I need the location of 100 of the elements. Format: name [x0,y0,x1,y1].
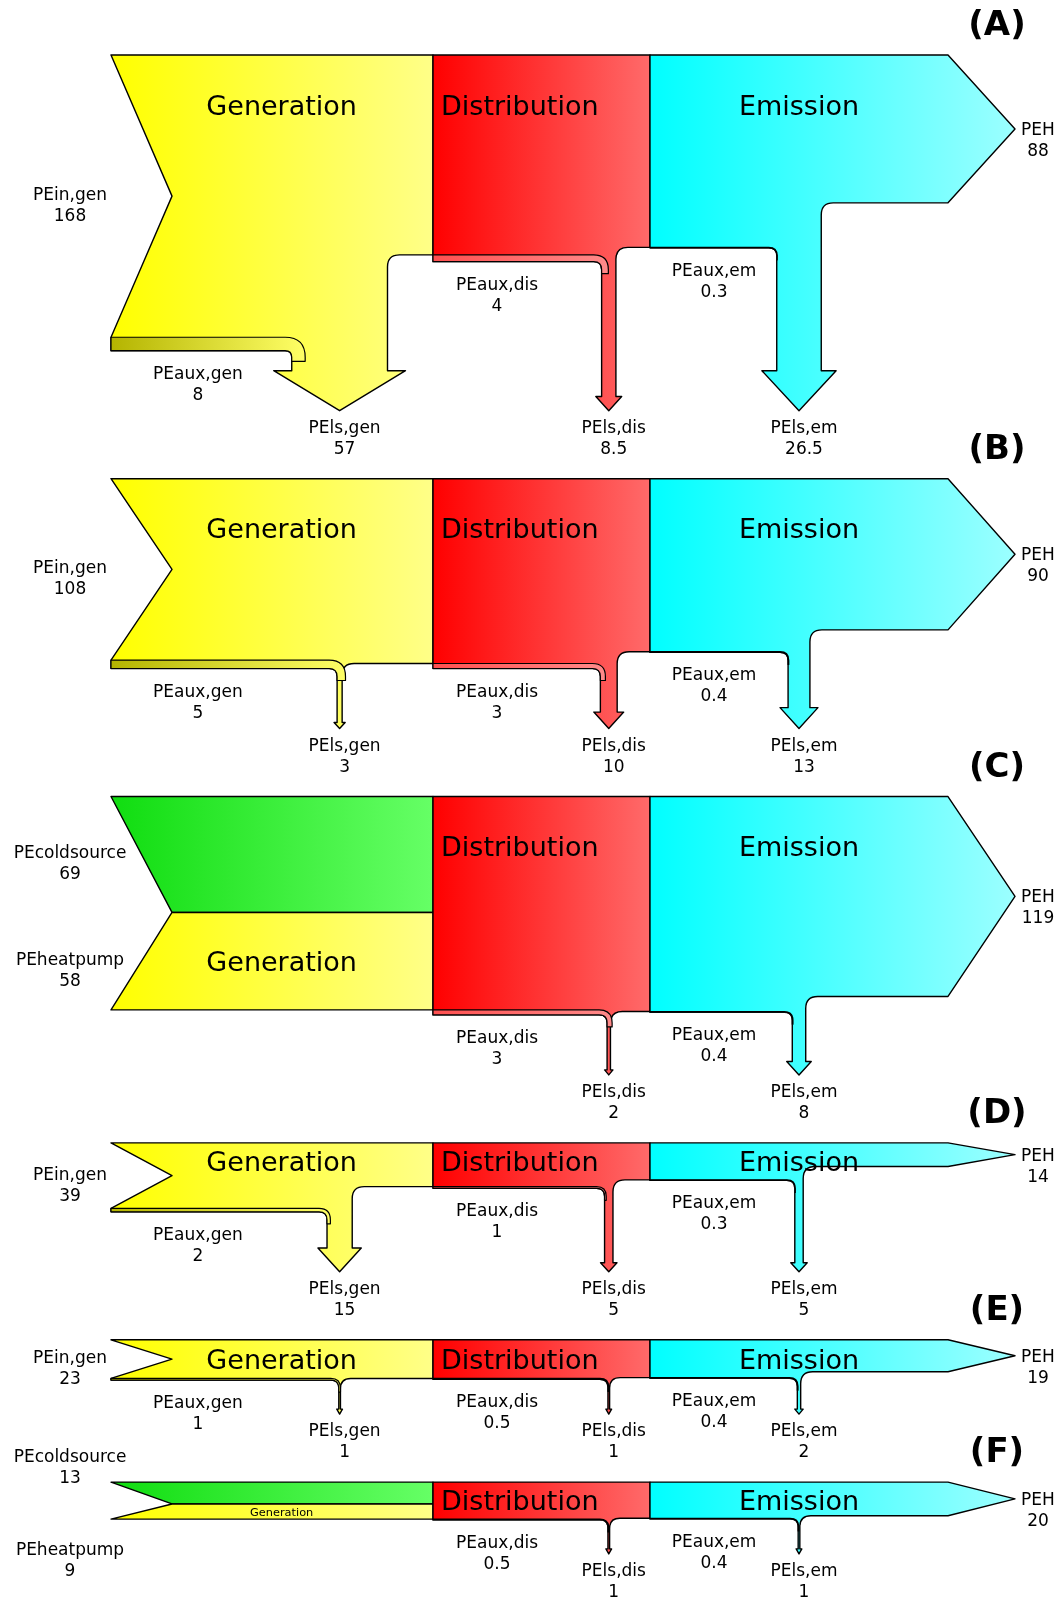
text: (A) [968,3,1026,43]
category-label: PEaux,dis [456,273,539,294]
category-label: PEls,em [770,416,838,437]
data-label: 69 [59,863,81,884]
data-label: 88 [1027,139,1049,160]
category-label: PEls,dis [581,734,647,755]
text: Generation [206,1146,357,1178]
category-label: PEls,gen [308,1420,381,1441]
data-label: 15 [333,1298,356,1319]
data-label: 1 [339,1441,351,1462]
category-label: PEin,gen [33,184,107,205]
text: Emission [738,513,860,545]
data-label: 0.4 [700,1551,728,1572]
text: Distribution [441,831,599,863]
category-label: PEaux,gen [153,1223,243,1244]
data-label: 2 [608,1101,620,1122]
category-label: PEaux,dis [456,1391,539,1412]
text: Emission [738,1146,860,1178]
category-label: PEaux,em [671,1390,757,1411]
data-label: 5 [798,1298,810,1319]
data-label: 8 [798,1101,810,1122]
category-label: PEcoldsource [13,842,127,863]
data-label: 5 [608,1298,620,1319]
data-label: 14 [1027,1165,1049,1186]
data-label: 57 [333,437,356,458]
category-label: PEls,dis [581,416,647,437]
category-label: PEls,em [770,1080,838,1101]
data-label: 26.5 [785,437,823,458]
category-label: PEaux,dis [456,1531,539,1552]
data-label: 0.5 [483,1552,511,1573]
category-label: PEcoldsource [13,1446,127,1467]
data-label: 1 [608,1441,620,1462]
text: (F) [969,1430,1025,1471]
category-label: PEaux,em [671,1192,757,1213]
text: Distribution [441,1485,599,1517]
category-label: PEls,em [770,1277,838,1298]
text: Emission [738,1485,860,1517]
data-label: 2 [192,1244,204,1265]
text: Generation [206,89,357,121]
category-label: PEH [1021,118,1055,139]
data-label: 3 [491,1047,503,1068]
data-label: 13 [59,1467,81,1488]
data-label: 108 [53,578,87,599]
data-label: 0.5 [483,1412,511,1433]
category-label: PEls,dis [581,1559,647,1580]
category-label: PEaux,dis [456,680,539,701]
data-label: 3 [339,755,351,776]
category-label: PEin,gen [33,1347,107,1368]
category-label: PEls,gen [308,1277,381,1298]
category-label: PEin,gen [33,1163,107,1184]
data-label: 8 [192,383,204,404]
text: (E) [969,1287,1025,1328]
text: Emission [738,89,860,121]
data-label: 0.4 [700,1045,728,1066]
category-label: PEH [1021,1144,1055,1165]
text: (B) [968,426,1026,467]
text: Emission [738,831,860,863]
category-label: PEaux,em [671,1530,757,1551]
text: Distribution [441,1146,599,1178]
category-label: PEaux,dis [456,1200,539,1221]
category-label: PEH [1021,886,1055,907]
text: Generation [250,1504,314,1519]
text: Distribution [441,513,599,545]
text: Generation [206,1343,357,1375]
category-label: PEaux,em [671,259,757,280]
text: Distribution [441,89,599,121]
category-label: PEaux,em [671,1024,757,1045]
text: (D) [967,1090,1027,1131]
text: Generation [206,513,357,545]
data-label: 1 [192,1413,204,1434]
category-label: PEaux,gen [153,1392,243,1413]
data-label: 8.5 [600,437,628,458]
category-label: PEaux,em [671,664,757,685]
data-label: 39 [59,1184,81,1205]
data-label: 2 [798,1441,810,1462]
data-label: 19 [1027,1366,1049,1387]
category-label: PEls,em [770,734,838,755]
data-label: 168 [53,205,87,226]
category-label: PEls,dis [581,1420,647,1441]
category-label: PEaux,gen [153,362,243,383]
text: Generation [206,945,357,977]
data-label: 0.3 [700,280,728,301]
data-label: 1 [608,1580,620,1601]
category-label: PEaux,gen [153,680,243,701]
text: (C) [968,744,1026,785]
category-label: PEls,gen [308,734,381,755]
category-label: PEH [1021,544,1055,565]
data-label: 20 [1027,1509,1049,1530]
category-label: PEin,gen [33,557,107,578]
category-label: PEls,em [770,1420,838,1441]
category-label: PEheatpump [15,1539,125,1560]
category-label: PEls,gen [308,416,381,437]
data-label: 119 [1021,907,1055,928]
category-label: PEls,dis [581,1080,647,1101]
category-label: PEls,em [770,1559,838,1580]
data-label: 23 [59,1368,81,1389]
category-label: PEheatpump [15,949,125,970]
category-label: PEH [1021,1488,1055,1509]
data-label: 1 [491,1221,503,1242]
text: Distribution [441,1343,599,1375]
